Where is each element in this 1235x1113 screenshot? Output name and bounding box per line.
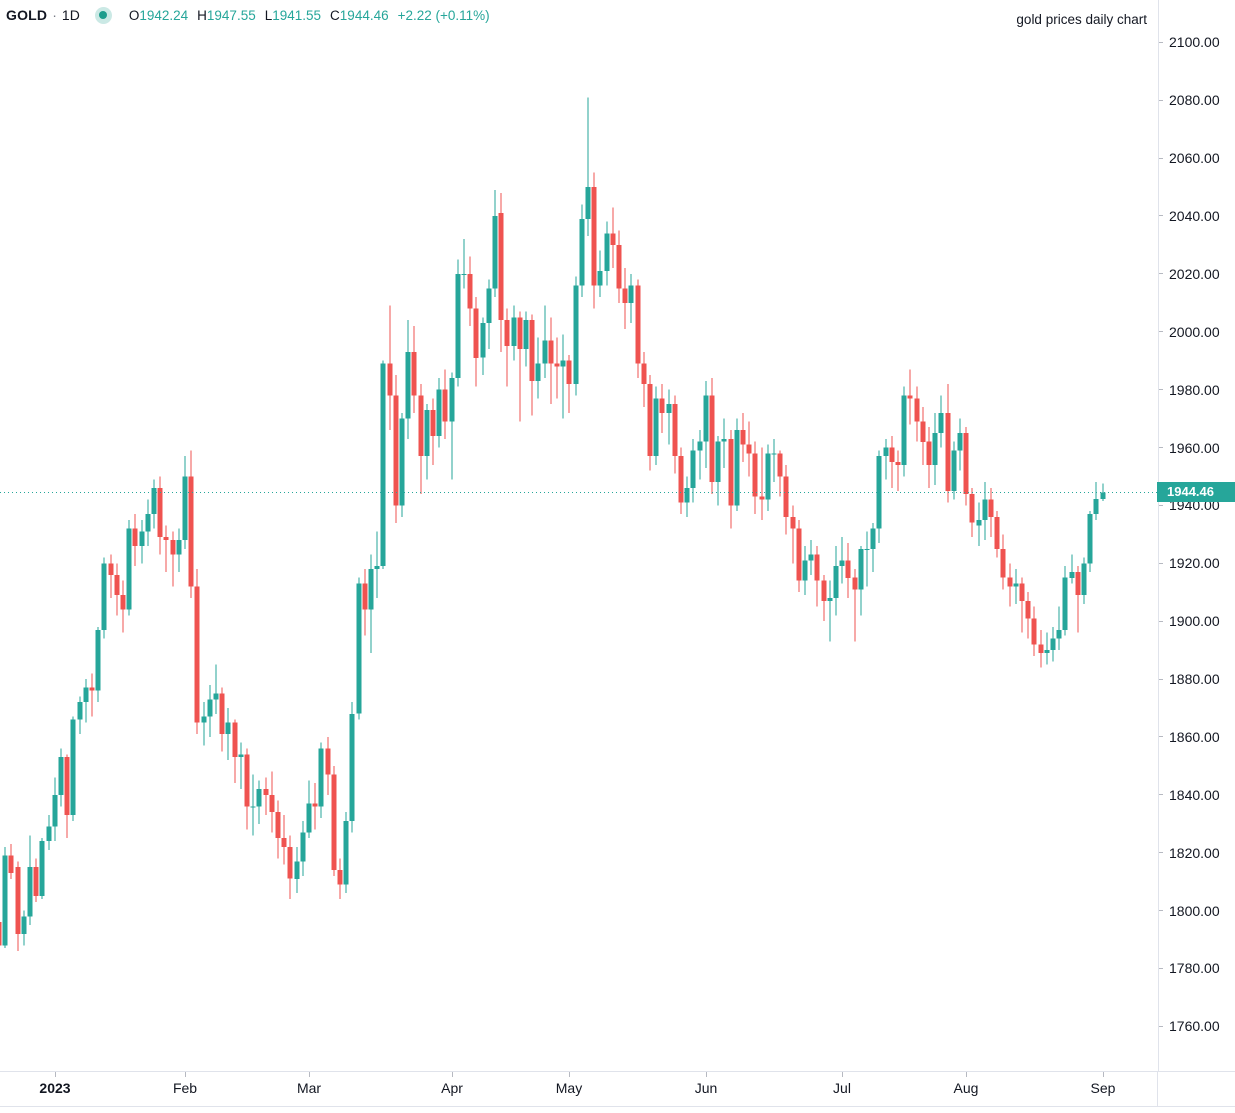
- close-label: C: [330, 7, 340, 23]
- time-axis-label-apr: Apr: [441, 1080, 463, 1096]
- high-value: 1947.55: [206, 7, 256, 23]
- symbol-separator: ·: [52, 7, 57, 23]
- time-axis-label-mar: Mar: [296, 1080, 322, 1096]
- time-axis-tick: [309, 1072, 310, 1077]
- price-axis-tick: [1159, 273, 1163, 275]
- change-readout: +2.22 (+0.11%): [397, 7, 490, 23]
- time-axis-tick: [966, 1072, 967, 1077]
- price-axis-label: 1900.00: [1169, 613, 1220, 630]
- price-axis-tick: [1159, 967, 1163, 969]
- price-axis[interactable]: 2100.00 2080.00 2060.00 2040.00 2020.00 2000.…: [1158, 0, 1235, 1071]
- symbol-title[interactable]: GOLD: [6, 7, 48, 23]
- price-axis-tick: [1159, 157, 1163, 159]
- price-axis-label: 2100.00: [1169, 34, 1220, 51]
- low-label: L: [264, 7, 273, 23]
- price-axis-label: 2080.00: [1169, 92, 1220, 109]
- last-price-badge: 1944.46: [1157, 482, 1235, 503]
- price-axis-tick: [1159, 447, 1163, 448]
- time-axis-label-may: May: [555, 1080, 583, 1096]
- time-axis[interactable]: 2023 Feb Mar Apr May Jun Jul Aug Sep: [0, 1071, 1235, 1107]
- close-value: 1944.46: [339, 7, 389, 23]
- chart-legend: GOLD · 1D O1942.24 H1947.55 L1941.55 C19…: [6, 5, 499, 25]
- timeframe-label[interactable]: 1D: [61, 7, 80, 23]
- chart-annotation: gold prices daily chart: [1016, 12, 1147, 27]
- price-axis-tick: [1159, 562, 1163, 564]
- candlestick-svg: [0, 97, 1158, 952]
- time-axis-label-jul: Jul: [833, 1080, 851, 1096]
- price-axis-label: 1960.00: [1169, 439, 1220, 456]
- price-axis-tick: [1159, 794, 1163, 796]
- price-axis-tick: [1159, 331, 1163, 333]
- price-axis-label: 2020.00: [1169, 265, 1220, 282]
- price-axis-tick: [1159, 504, 1163, 506]
- price-axis-label: 2060.00: [1169, 150, 1220, 167]
- open-value: 1942.24: [139, 7, 189, 23]
- time-axis-tick: [55, 1072, 56, 1077]
- series-marker-dot: [99, 11, 108, 19]
- high-label: H: [197, 7, 207, 23]
- price-axis-tick: [1159, 852, 1163, 854]
- price-axis-tick: [1159, 215, 1163, 217]
- price-axis-label: 1820.00: [1169, 844, 1220, 861]
- price-axis-label: 1860.00: [1169, 728, 1220, 745]
- price-axis-tick: [1159, 678, 1163, 680]
- price-axis-label: 2040.00: [1169, 207, 1220, 224]
- time-axis-tick: [452, 1072, 453, 1077]
- time-axis-label-sep: Sep: [1090, 1080, 1116, 1096]
- price-axis-tick: [1159, 99, 1163, 101]
- open-readout: O1942.24: [129, 8, 188, 23]
- price-axis-label: 1880.00: [1169, 671, 1220, 688]
- chart-plot-area[interactable]: [0, 0, 1158, 1071]
- time-axis-label-jun: Jun: [694, 1080, 718, 1096]
- price-axis-tick: [1159, 910, 1163, 912]
- time-axis-tick: [185, 1072, 186, 1077]
- price-axis-label: 1920.00: [1169, 555, 1220, 572]
- price-axis-label: 1760.00: [1169, 1018, 1220, 1035]
- price-axis-label: 1980.00: [1169, 381, 1220, 398]
- price-axis-label: 1840.00: [1169, 786, 1220, 803]
- time-axis-tick: [1103, 1072, 1104, 1077]
- time-axis-tick: [706, 1072, 707, 1077]
- time-axis-tick: [569, 1072, 570, 1077]
- time-axis-label-feb: Feb: [172, 1080, 198, 1096]
- time-axis-label-aug: Aug: [953, 1080, 979, 1096]
- low-readout: L1941.55: [265, 8, 321, 23]
- price-axis-tick: [1159, 1025, 1163, 1027]
- price-axis-tick: [1159, 41, 1163, 43]
- series-marker-icon: [94, 6, 112, 24]
- ohlc-readout: O1942.24 H1947.55 L1941.55 C1944.46 +2.2…: [129, 8, 499, 23]
- open-label: O: [128, 7, 140, 23]
- price-axis-label: 1800.00: [1169, 902, 1220, 919]
- price-axis-tick: [1159, 389, 1163, 391]
- high-readout: H1947.55: [197, 8, 256, 23]
- price-axis-label: 2000.00: [1169, 323, 1220, 340]
- time-axis-label-2023: 2023: [39, 1080, 71, 1096]
- price-axis-label: 1780.00: [1169, 960, 1220, 977]
- axis-corner-separator: [1157, 1072, 1158, 1107]
- low-value: 1941.55: [272, 7, 322, 23]
- price-axis-tick: [1159, 736, 1163, 738]
- time-axis-tick: [842, 1072, 843, 1077]
- close-readout: C1944.46: [330, 8, 389, 23]
- price-axis-tick: [1159, 620, 1163, 622]
